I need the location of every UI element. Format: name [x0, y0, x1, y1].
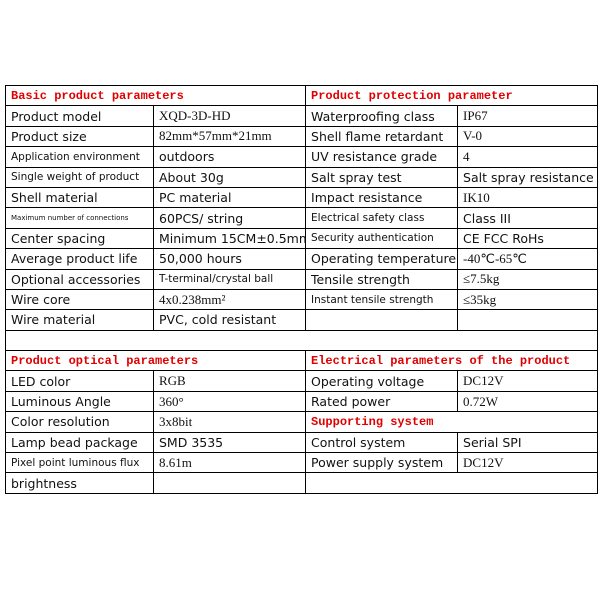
value-cell: 3x8bit — [152, 411, 307, 433]
empty-cell — [305, 309, 459, 331]
table-row — [4, 329, 599, 352]
label-cell: Application environment — [5, 146, 154, 168]
value-cell: IK10 — [457, 186, 599, 209]
value-cell: DC12V — [457, 370, 599, 392]
value-cell: V-0 — [457, 125, 599, 148]
label-cell: Tensile strength — [305, 268, 459, 290]
section-header: Product optical parameters — [4, 350, 307, 372]
label-cell: Operating voltage — [305, 370, 459, 392]
label-cell: Salt spray test — [305, 166, 459, 188]
table-row: Color resolution 3x8bit Supporting system — [5, 411, 599, 433]
table-row: Shell material PC material Impact resistan… — [5, 186, 599, 209]
table-row: Product size 82mm*57mm*21mm Shell flame re… — [5, 125, 599, 148]
value-cell: 4x0.238mm² — [152, 288, 307, 311]
value-cell: 82mm*57mm*21mm — [152, 125, 307, 148]
label-cell: Control system — [305, 431, 459, 454]
value-cell: Serial SPI — [457, 431, 599, 454]
label-cell: Operating temperature — [305, 248, 459, 270]
empty-cell — [305, 472, 599, 494]
table-row: Product model XQD-3D-HD Waterproofing clas… — [5, 105, 599, 127]
section-header: Supporting system — [305, 411, 599, 433]
spec-table: Basic product parameters Product protecti… — [4, 84, 599, 494]
value-cell: RGB — [152, 370, 307, 392]
label-cell: Product size — [5, 125, 154, 148]
value-cell: XQD-3D-HD — [152, 105, 307, 127]
table-row: Optional accessories T-terminal/crystal b… — [5, 268, 599, 290]
label-cell: Impact resistance — [305, 186, 459, 209]
label-cell: LED color — [5, 370, 154, 392]
empty-cell — [4, 329, 599, 352]
table-row: Wire core 4x0.238mm² Instant tensile stren… — [5, 288, 599, 311]
label-cell: Luminous Angle — [5, 390, 154, 413]
value-cell: CE FCC RoHs — [457, 227, 599, 250]
value-cell: -40℃-65℃ — [457, 248, 599, 270]
value-cell: ≤7.5kg — [457, 268, 599, 290]
label-cell: Wire material — [5, 309, 154, 331]
value-cell: Minimum 15CM±0.5mm — [152, 227, 307, 250]
label-cell: Instant tensile strength — [305, 288, 459, 311]
table-row: Product optical parameters Electrical par… — [4, 350, 599, 372]
label-cell: Color resolution — [5, 411, 154, 433]
table-row: Single weight of product About 30g Salt sp… — [5, 166, 599, 188]
label-cell: UV resistance grade — [305, 146, 459, 168]
table-row: Basic product parameters Product protecti… — [4, 84, 599, 107]
table-row: Wire material PVC, cold resistant — [5, 309, 599, 331]
label-cell: Optional accessories — [5, 268, 154, 290]
label-cell: Lamp bead package — [5, 431, 154, 454]
label-cell: Pixel point luminous flux — [5, 452, 154, 474]
label-cell: Shell flame retardant — [305, 125, 459, 148]
section-header: Product protection parameter — [305, 84, 599, 107]
table-row: Pixel point luminous flux 8.61m Power supp… — [5, 452, 599, 474]
label-cell: brightness — [5, 472, 154, 494]
empty-cell — [457, 309, 599, 331]
value-cell: PVC, cold resistant — [152, 309, 307, 331]
value-cell: About 30g — [152, 166, 307, 188]
value-cell: 8.61m — [152, 452, 307, 474]
table-row: Maximum number of connections 60PCS/ stri… — [5, 207, 599, 229]
label-cell: Average product life — [5, 248, 154, 270]
value-cell: 60PCS/ string — [152, 207, 307, 229]
value-cell: 0.72W — [457, 390, 599, 413]
value-cell: Class III — [457, 207, 599, 229]
label-cell: Center spacing — [5, 227, 154, 250]
value-cell: SMD 3535 — [152, 431, 307, 454]
label-cell: Product model — [5, 105, 154, 127]
section-header: Basic product parameters — [4, 84, 307, 107]
value-cell: 360° — [152, 390, 307, 413]
label-cell: Security authentication — [305, 227, 459, 250]
label-cell: Electrical safety class — [305, 207, 459, 229]
label-cell: Power supply system — [305, 452, 459, 474]
value-cell: IP67 — [457, 105, 599, 127]
empty-cell — [152, 472, 307, 494]
label-cell: Single weight of product — [5, 166, 154, 188]
label-cell: Maximum number of connections — [5, 207, 154, 229]
label-cell: Waterproofing class — [305, 105, 459, 127]
section-header: Electrical parameters of the product — [305, 350, 599, 372]
table-row: Center spacing Minimum 15CM±0.5mm Security… — [5, 227, 599, 250]
label-cell: Rated power — [305, 390, 459, 413]
value-cell: T-terminal/crystal ball — [152, 268, 307, 290]
value-cell: outdoors — [152, 146, 307, 168]
table-row: Application environment outdoors UV resist… — [5, 146, 599, 168]
label-cell: Shell material — [5, 186, 154, 209]
value-cell: Salt spray resistance — [457, 166, 599, 188]
value-cell: 50,000 hours — [152, 248, 307, 270]
value-cell: PC material — [152, 186, 307, 209]
value-cell: 4 — [457, 146, 599, 168]
table-row: LED color RGB Operating voltage DC12V — [5, 370, 599, 392]
table-row: brightness — [5, 472, 599, 494]
table-row: Average product life 50,000 hours Operatin… — [5, 248, 599, 270]
table-row: Lamp bead package SMD 3535 Control system S… — [5, 431, 599, 454]
value-cell: ≤35kg — [457, 288, 599, 311]
value-cell: DC12V — [457, 452, 599, 474]
label-cell: Wire core — [5, 288, 154, 311]
table-row: Luminous Angle 360° Rated power 0.72W — [5, 390, 599, 413]
